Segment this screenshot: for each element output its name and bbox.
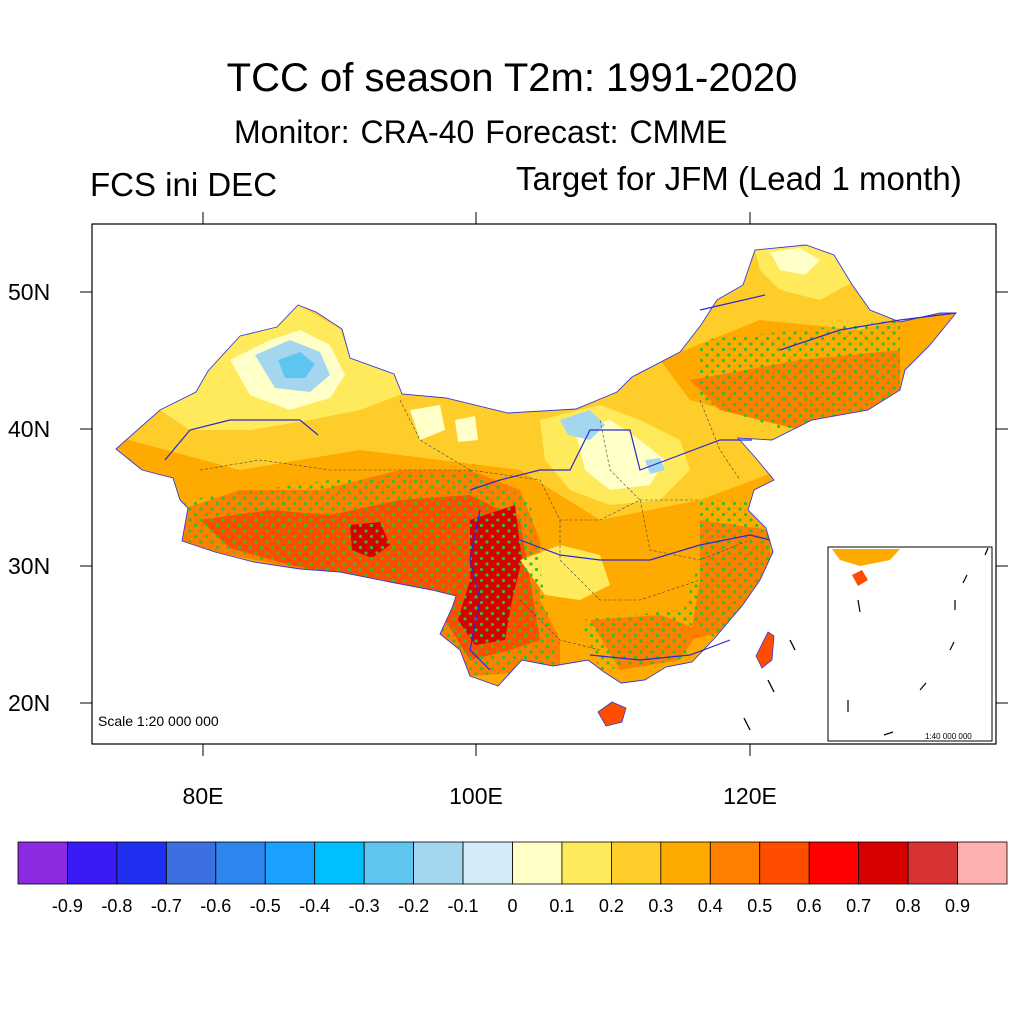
colorbar-tick-label: 0.8	[896, 896, 921, 916]
colorbar-tick-label: 0	[507, 896, 517, 916]
colorbar-tick-label: -0.5	[250, 896, 281, 916]
colorbar-swatch	[759, 841, 810, 885]
inset-map	[827, 546, 993, 742]
colorbar-swatch	[512, 841, 563, 885]
lat-label-50n: 50N	[8, 279, 50, 305]
main-map-dashes	[743, 639, 796, 731]
nine-dash-line	[847, 547, 989, 736]
lon-label-120e: 120E	[723, 783, 777, 809]
colorbar-swatch	[314, 841, 365, 885]
colorbar-swatch	[660, 841, 711, 885]
colorbar-swatch	[561, 841, 612, 885]
axis-ticks	[80, 212, 1008, 756]
colorbar-swatch	[611, 841, 662, 885]
colorbar-swatch	[957, 841, 1008, 885]
colorbar-tick-label: 0.2	[599, 896, 624, 916]
colorbar-swatch	[858, 841, 909, 885]
scale-label: Scale 1:20 000 000	[98, 713, 219, 729]
lon-label-80e: 80E	[183, 783, 224, 809]
colorbar-tick-label: 0.1	[549, 896, 574, 916]
colorbar-swatch	[215, 841, 266, 885]
colorbar-tick-label: 0.3	[648, 896, 673, 916]
colorbar-tick-label: 0.6	[797, 896, 822, 916]
colorbar-tick-label: -0.6	[200, 896, 231, 916]
colorbar-swatch	[363, 841, 414, 885]
inset-scale-label: 1:40 000 000	[925, 732, 972, 741]
significance-stipple	[185, 320, 900, 676]
colorbar-tick-label: -0.8	[101, 896, 132, 916]
inset-land	[832, 549, 900, 566]
colorbar-tick-label: 0.5	[747, 896, 772, 916]
colorbar-tick-label: -0.4	[299, 896, 330, 916]
province-borders	[199, 399, 751, 651]
colorbar-swatch	[709, 841, 761, 885]
colorbar-tick-label: -0.2	[398, 896, 429, 916]
colorbar-swatch	[116, 841, 167, 885]
colorbar-tick-label: -0.1	[448, 896, 479, 916]
colorbar-tick-label: -0.9	[52, 896, 83, 916]
colorbar-swatch	[67, 841, 118, 885]
left-label: FCS ini DEC	[90, 166, 278, 203]
colorbar-swatch	[264, 841, 316, 885]
colorbar-tick-label: 0.9	[945, 896, 970, 916]
lat-label-20n: 20N	[8, 690, 50, 716]
colorbar-swatch	[462, 841, 513, 885]
colorbar-swatch	[413, 841, 464, 885]
figure-subtitle: Monitor: CRA-40 Forecast: CMME	[234, 114, 728, 150]
colorbar-swatch	[17, 841, 68, 885]
colorbar-tick-label: -0.7	[151, 896, 182, 916]
colorbar-swatch	[165, 841, 217, 885]
colorbar-tick-label: 0.4	[698, 896, 723, 916]
country-border	[115, 244, 957, 687]
figure-title: TCC of season T2m: 1991-2020	[226, 56, 798, 100]
colorbar-tick-label: -0.3	[349, 896, 380, 916]
lon-label-100e: 100E	[449, 783, 503, 809]
rivers	[164, 294, 957, 671]
inset-island	[852, 570, 868, 586]
lat-label-40n: 40N	[8, 416, 50, 442]
right-label: Target for JFM (Lead 1 month)	[516, 160, 962, 197]
taiwan-island	[755, 631, 775, 669]
colorbar: -0.9 -0.8 -0.7 -0.6 -0.5 -0.4 -0.3 -0.2 -0.1 0 0.1…	[17, 841, 1008, 916]
colorbar-swatch	[907, 841, 958, 885]
lat-label-30n: 30N	[8, 553, 50, 579]
hainan-island	[597, 701, 627, 727]
colorbar-tick-label: 0.7	[846, 896, 871, 916]
colorbar-swatch	[808, 841, 860, 885]
